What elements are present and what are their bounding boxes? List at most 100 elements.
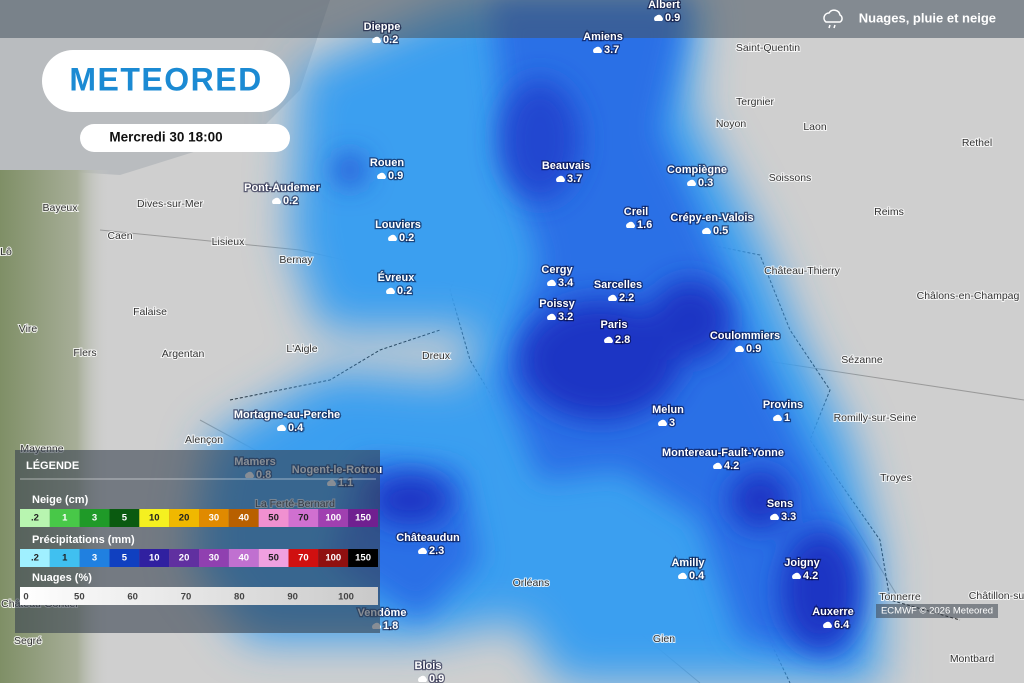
city-name: Amiens [583,31,623,43]
legend-rain-label: Précipitations (mm) [32,534,135,546]
city-value: 3.7 [567,173,582,185]
cloud-icon [792,572,801,579]
city-name: Châteaudun [396,532,460,544]
header-title: Nuages, pluie et neige [859,10,996,25]
legend-swatch [199,509,229,527]
place-name: Gien [653,633,675,645]
city-value: 1.8 [383,620,398,632]
city-value: 1 [784,412,790,424]
legend-swatch-label: 150 [355,553,371,564]
place-name: Segré [14,635,42,647]
legend-swatch [318,549,349,567]
city-name: Provins [763,399,803,411]
cloud-icon [702,227,711,234]
credit-box [876,604,998,618]
cloud-icon [388,234,397,241]
cloud-tick-label: 50 [74,592,85,603]
legend-swatch-label: 30 [209,553,220,564]
legend-swatch [228,509,259,527]
place-name: Sézanne [841,354,883,366]
city-name: Pont-Audemer [244,182,321,194]
city-value: 2.2 [619,292,634,304]
legend-title: LÉGENDE [26,459,79,472]
legend-swatch-label: 20 [179,513,190,524]
legend-clouds-label: Nuages (%) [32,572,92,584]
legend-swatch [49,549,80,567]
place-name: Châlons-en-Champag [917,290,1020,302]
legend-snow-label: Neige (cm) [32,494,89,506]
place-name: Châtillon-sur- [969,590,1024,602]
cloud-tick-label: 100 [338,592,354,603]
place-name: Caen [107,230,132,242]
city-name: Sarcelles [594,279,642,291]
legend-swatch [20,509,50,527]
city-name: Beauvais [542,160,590,172]
place-name: Soissons [769,172,812,184]
cloud-tick-label: 70 [181,592,192,603]
legend-swatch [109,549,140,567]
cloud-icon [272,197,281,204]
cloud-icon [556,175,565,182]
city-value: 0.9 [665,12,680,24]
city-value: 0.4 [689,570,705,582]
logo: METEORED [69,61,262,97]
city-name: Amilly [671,557,705,569]
place-name: Rethel [962,137,992,149]
place-name: Château-Thierry [764,265,841,277]
legend-swatch [169,549,199,567]
legend-swatch-label: 3 [92,553,97,564]
city-name: Évreux [378,271,416,284]
header-icon [823,9,843,29]
legend-swatch-label: 30 [209,513,220,524]
place-name: Alençon [185,434,223,446]
city-value: 3.4 [558,277,574,289]
place-name: Reims [874,206,904,218]
cloud-icon [713,462,722,469]
place-name: Orléans [513,577,550,589]
cloud-icon [678,572,687,579]
place-name: Dives-sur-Mer [137,198,203,210]
city-value: 2.3 [429,545,444,557]
cloud-icon [418,675,428,682]
place-name: Noyon [716,118,747,130]
city-value: 0.2 [399,232,414,244]
legend-swatch [49,509,80,527]
cloud-icon [735,345,744,352]
legend-swatch [79,509,110,527]
city-value: 2.8 [615,334,630,346]
legend-swatch [20,549,50,567]
legend-swatch [348,509,378,527]
city-name: Louviers [375,219,421,231]
legend-swatch [139,549,170,567]
city-value: 0.3 [698,177,713,189]
city-name: Coulommiers [710,330,780,342]
city-name: Creil [624,206,648,218]
legend-swatch-label: 70 [298,553,309,564]
place-name: Dreux [422,350,451,362]
legend-swatch-label: 5 [122,553,128,564]
legend-swatch [318,509,349,527]
place-name: Flers [73,347,96,359]
cloud-icon [658,419,667,426]
legend-swatch-label: 10 [149,513,160,524]
cloud-icon [377,172,386,179]
place-name: Bayeux [42,202,78,214]
city-name: Rouen [370,157,405,169]
city-name: Cergy [541,264,573,276]
logo-box [42,50,290,112]
city-value: 0.9 [388,170,403,182]
cloud-icon [654,14,663,21]
place-name: Montbard [950,653,995,665]
city-value: 1.6 [637,219,652,231]
city-name: Crépy-en-Valois [670,212,753,224]
place-name: Vire [19,323,38,335]
legend-swatch-label: 40 [238,553,249,564]
legend-swatch-label: 50 [268,553,279,564]
place-name: Saint-Quentin [736,42,800,54]
cloud-icon [770,513,779,520]
city-name: Melun [652,404,684,416]
city-value: 0.2 [397,285,412,297]
legend-swatch [288,509,319,527]
legend-swatch [169,509,199,527]
